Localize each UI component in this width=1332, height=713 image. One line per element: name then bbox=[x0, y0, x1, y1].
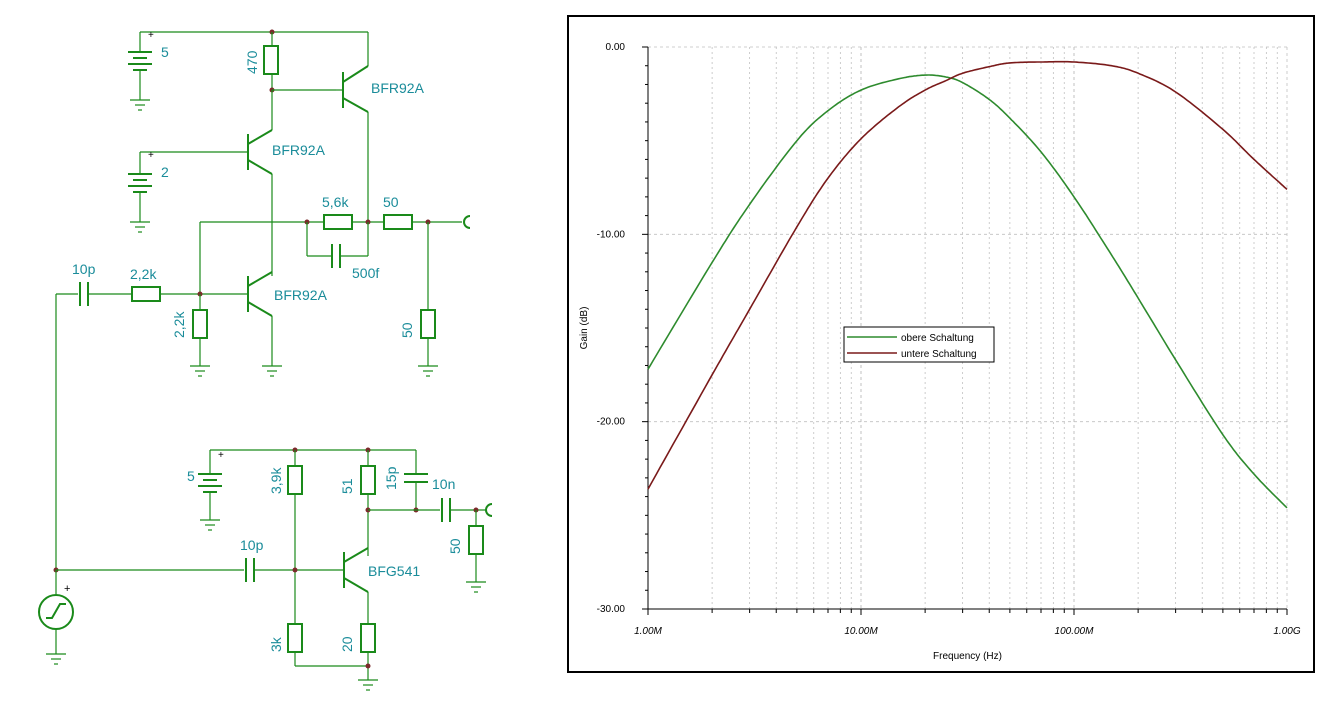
transistor-q1-label: BFR92A bbox=[274, 287, 328, 303]
transistor-q3: BFR92A bbox=[336, 32, 425, 222]
transistor-bfg541: BFG541 bbox=[343, 547, 420, 624]
transistor-bfg541-label: BFG541 bbox=[368, 563, 420, 579]
battery-5v-bottom-label: 5 bbox=[187, 468, 195, 484]
plot-series bbox=[647, 60, 1288, 509]
battery-5v-bottom: + 5 bbox=[187, 449, 416, 531]
bottom-circuit: + 5 3,9k 51 15p bbox=[187, 447, 493, 691]
circuit-schematic: + 5 470 BFR92A bbox=[38, 29, 493, 691]
svg-text:+: + bbox=[148, 30, 154, 41]
resistor-50-load-top-label: 50 bbox=[399, 322, 415, 338]
resistor-3k-label: 3k bbox=[268, 636, 284, 652]
battery-5v-label: 5 bbox=[161, 44, 169, 60]
top-circuit: + 5 470 BFR92A bbox=[55, 29, 471, 570]
capacitor-15p-label: 15p bbox=[383, 466, 399, 490]
output-terminal-top bbox=[463, 215, 471, 229]
legend-box bbox=[843, 326, 995, 363]
plot-axes bbox=[642, 46, 1288, 615]
tick-labels: 1.00M 10.00M 100.00M 1.00G 0.00 -10.00 -20.00 -… bbox=[597, 42, 1301, 637]
svg-text:+: + bbox=[148, 150, 154, 161]
y-tick-label: -10.00 bbox=[597, 229, 626, 240]
resistor-470: 470 bbox=[244, 32, 279, 90]
resistor-2k2-bias-label: 2,2k bbox=[171, 311, 187, 338]
capacitor-500f: 500f bbox=[306, 222, 379, 281]
series-obere-schaltung bbox=[647, 74, 1288, 509]
resistor-50-series: 50 bbox=[383, 194, 462, 230]
y-tick-label: -20.00 bbox=[597, 417, 626, 428]
resistor-3k9: 3,9k bbox=[268, 450, 303, 624]
transistor-q3-label: BFR92A bbox=[371, 80, 425, 96]
resistor-50-load-bottom: 50 bbox=[447, 510, 486, 593]
x-tick-label: 1.00G bbox=[1273, 626, 1300, 637]
resistor-20-label: 20 bbox=[339, 636, 355, 652]
svg-text:+: + bbox=[64, 583, 70, 595]
x-tick-label: 10.00M bbox=[844, 626, 878, 637]
y-tick-label: 0.00 bbox=[606, 42, 626, 53]
resistor-2k2-bias: 2,2k bbox=[171, 294, 210, 377]
battery-5v-top: + 5 bbox=[128, 30, 272, 111]
capacitor-10n-label: 10n bbox=[432, 476, 455, 492]
resistor-470-label: 470 bbox=[244, 50, 260, 74]
legend-label-obere: obere Schaltung bbox=[901, 333, 974, 344]
resistor-20: 20 bbox=[339, 623, 376, 680]
x-axis-label: Frequency (Hz) bbox=[933, 651, 1002, 662]
resistor-50-series-label: 50 bbox=[383, 194, 399, 210]
legend: obere Schaltung untere Schaltung bbox=[843, 326, 995, 363]
transistor-q1: BFR92A bbox=[247, 271, 328, 377]
x-tick-label: 1.00M bbox=[634, 626, 662, 637]
capacitor-10n: 10n bbox=[432, 476, 486, 522]
resistor-3k9-label: 3,9k bbox=[268, 467, 284, 494]
y-tick-label: -30.00 bbox=[597, 604, 626, 615]
capacitor-10p-bottom-label: 10p bbox=[240, 537, 264, 553]
battery-2v-label: 2 bbox=[161, 164, 169, 180]
svg-text:+: + bbox=[218, 450, 224, 461]
capacitor-10p-top: 10p bbox=[72, 261, 132, 306]
transistor-q2: BFR92A bbox=[247, 90, 326, 276]
resistor-3k: 3k bbox=[268, 623, 303, 666]
resistor-50-load-bottom-label: 50 bbox=[447, 538, 463, 554]
legend-label-untere: untere Schaltung bbox=[901, 349, 977, 360]
gain-plot-panel: 1.00M 10.00M 100.00M 1.00G 0.00 -10.00 -20.00 -… bbox=[567, 15, 1315, 673]
transistor-q2-label: BFR92A bbox=[272, 142, 326, 158]
capacitor-500f-label: 500f bbox=[352, 265, 379, 281]
resistor-5k6-label: 5,6k bbox=[322, 194, 349, 210]
capacitor-10p-bottom: 10p bbox=[240, 537, 344, 582]
resistor-51-label: 51 bbox=[339, 478, 355, 494]
resistor-2k2-series: 2,2k bbox=[130, 266, 248, 302]
output-terminal-bottom bbox=[485, 503, 493, 517]
y-axis-label: Gain (dB) bbox=[579, 307, 590, 350]
capacitor-15p: 15p bbox=[383, 450, 428, 510]
capacitor-10p-top-label: 10p bbox=[72, 261, 96, 277]
resistor-5k6: 5,6k bbox=[322, 194, 384, 230]
series-untere-schaltung bbox=[647, 60, 1288, 490]
resistor-2k2-series-label: 2,2k bbox=[130, 266, 157, 282]
resistor-50-load-top: 50 bbox=[399, 222, 438, 377]
gain-chart: 1.00M 10.00M 100.00M 1.00G 0.00 -10.00 -20.00 -… bbox=[579, 42, 1301, 662]
battery-2v: + 2 bbox=[128, 150, 248, 233]
signal-source: + bbox=[38, 567, 74, 665]
x-tick-label: 100.00M bbox=[1055, 626, 1095, 637]
resistor-51: 51 bbox=[339, 450, 376, 556]
